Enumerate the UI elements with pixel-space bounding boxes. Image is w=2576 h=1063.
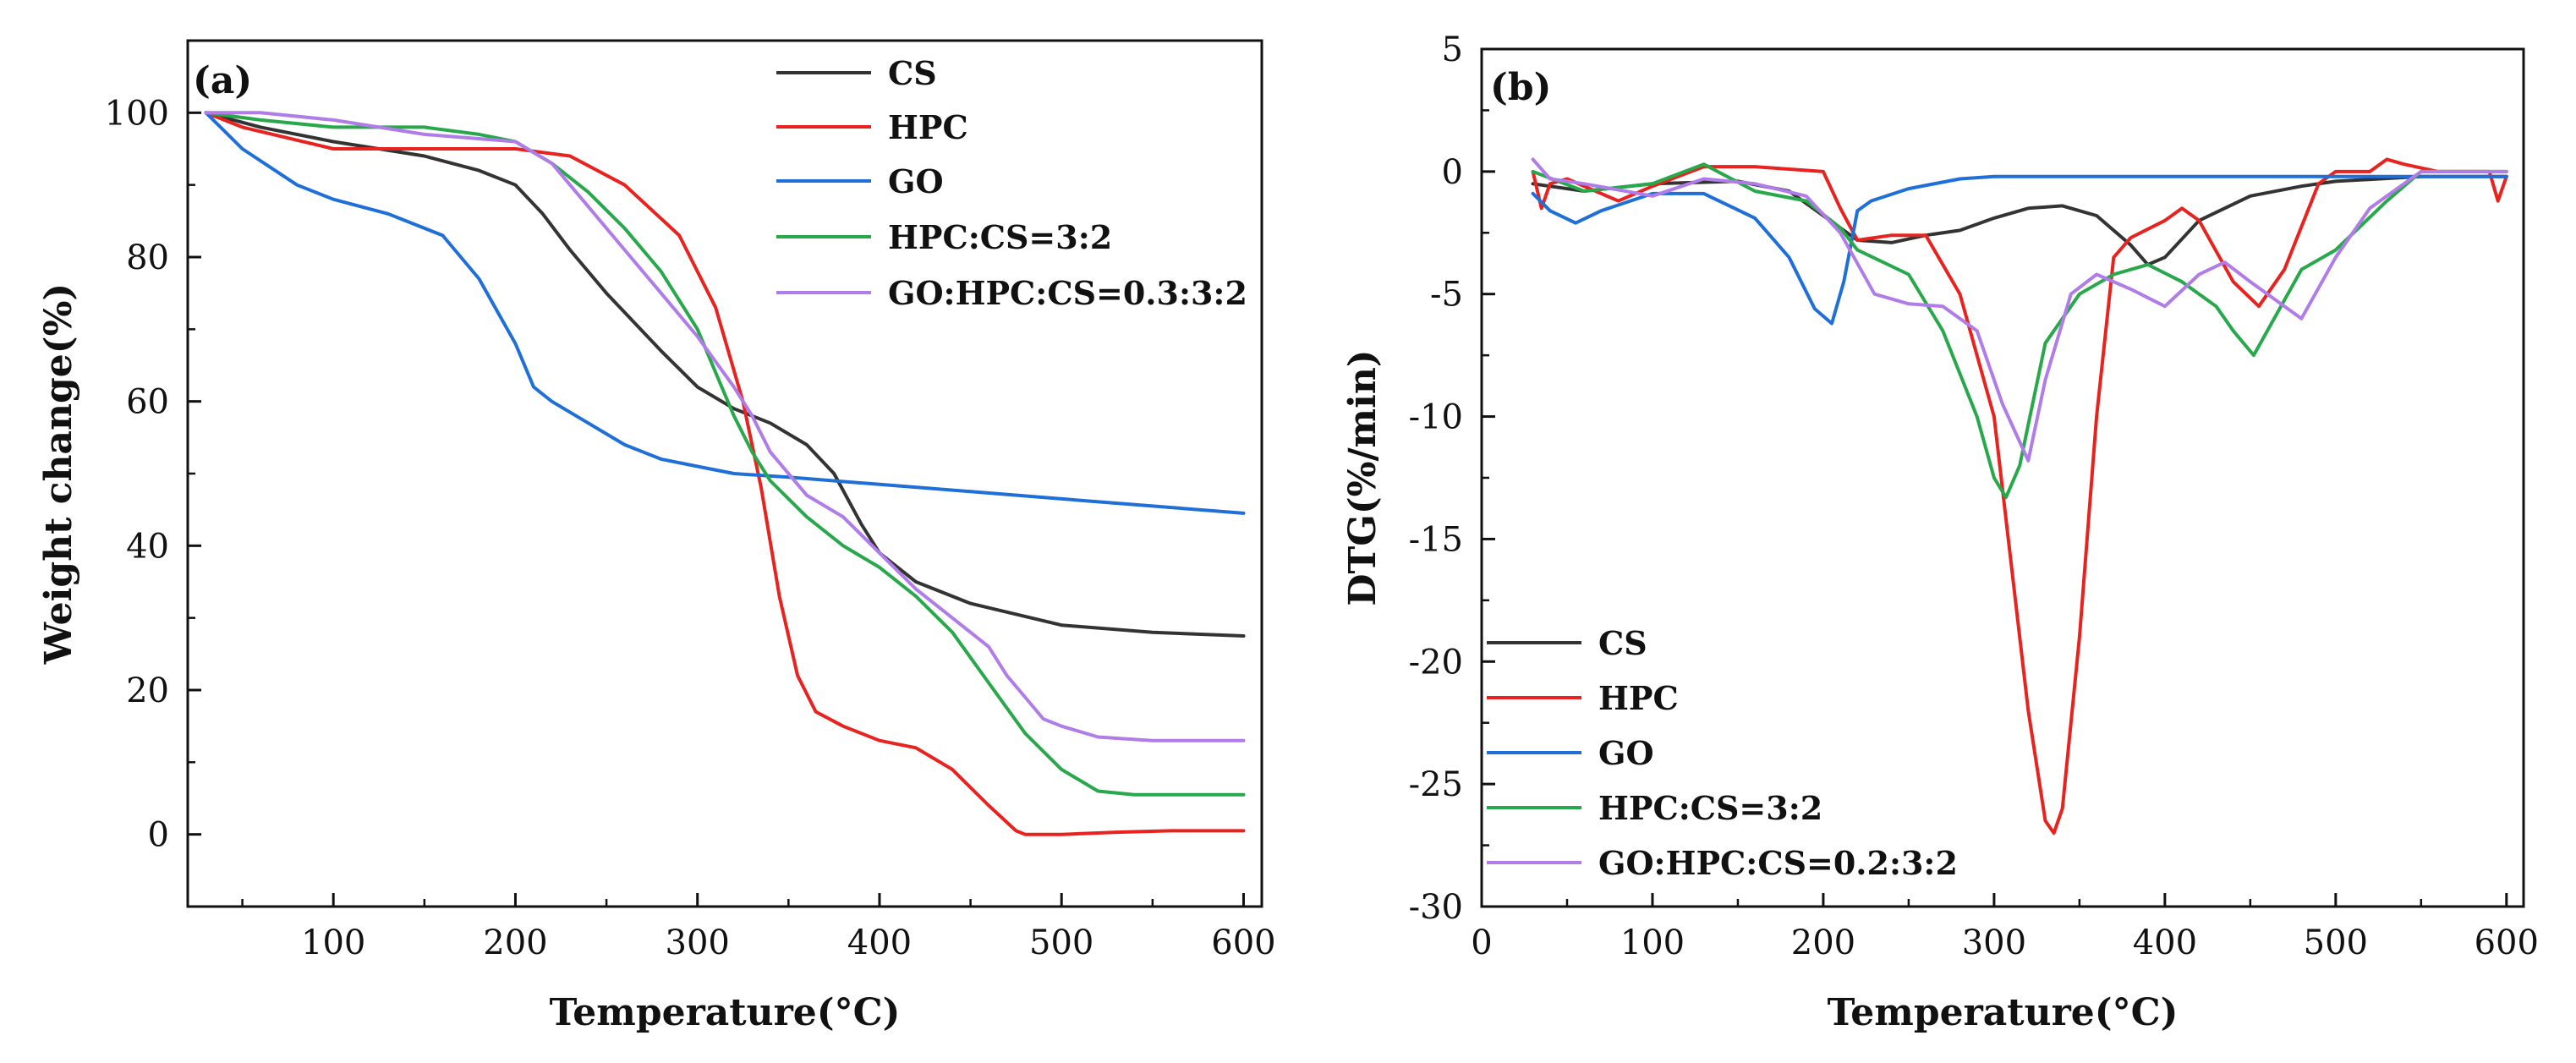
legend-a-label-hpc: HPC bbox=[888, 108, 968, 146]
panel-b: 0 100 200 300 400 500 600 5 0 -5 -10 -15 -20 -25 -30 (… bbox=[1341, 30, 2539, 1034]
panel-b-y-axis-title: DTG(%/min) bbox=[1341, 349, 1384, 605]
panel-b-x-tick-label: 600 bbox=[2475, 923, 2539, 962]
panel-b-series-go bbox=[1531, 174, 2508, 326]
panel-b-y-tick-label: 5 bbox=[1442, 30, 1463, 69]
legend-b-label-cs: CS bbox=[1598, 624, 1647, 662]
legend-b-label-hpc: HPC bbox=[1598, 679, 1679, 717]
panel-b-y-tick-label: -5 bbox=[1430, 276, 1463, 315]
legend-a-label-cs: CS bbox=[888, 54, 937, 92]
panel-a-y-tick-label: 60 bbox=[126, 383, 169, 422]
panel-b-y-tick-label: -20 bbox=[1409, 643, 1463, 682]
panel-a-plot-frame bbox=[186, 39, 1263, 908]
legend-b-label-hpc-cs: HPC:CS=3:2 bbox=[1598, 789, 1822, 827]
panel-a-x-tick-label: 500 bbox=[1029, 923, 1093, 962]
panel-a-y-axis-title: Weight change(%) bbox=[37, 283, 80, 665]
panel-a-series-hpc-cs-3-2 bbox=[204, 111, 1246, 797]
panel-b-x-tick-label: 400 bbox=[2133, 923, 2197, 962]
panel-a-x-tick-label: 100 bbox=[301, 923, 365, 962]
panel-b-x-tick-label: 300 bbox=[1962, 923, 2026, 962]
panel-b-series-go-hpc-cs-0-2-3-2 bbox=[1531, 157, 2508, 463]
panel-a-series-go bbox=[204, 111, 1246, 515]
panel-b-series-layer bbox=[1531, 157, 2508, 836]
panel-a-y-tick-label: 20 bbox=[126, 671, 169, 710]
panel-a-series-layer bbox=[204, 111, 1246, 836]
panel-b-series-hpc-cs-3-2 bbox=[1531, 162, 2508, 500]
panel-a: 100 200 300 400 500 600 0 20 40 60 80 100 (a) Tempe… bbox=[37, 39, 1276, 1034]
panel-b-legend: CS HPC GO HPC:CS=3:2 GO:HPC:CS=0.2:3:2 bbox=[1487, 624, 1958, 882]
panel-b-y-tick-label: -15 bbox=[1409, 520, 1463, 559]
panel-a-y-tick-label: 0 bbox=[148, 816, 169, 855]
panel-a-legend: CS HPC GO HPC:CS=3:2 GO:HPC:CS=0.3:3:2 bbox=[776, 54, 1247, 312]
panel-a-label: (a) bbox=[193, 59, 252, 102]
panel-b-x-tick-label: 500 bbox=[2304, 923, 2368, 962]
panel-a-x-tick-label: 400 bbox=[847, 923, 912, 962]
panel-a-y-tick-label: 40 bbox=[126, 527, 169, 566]
panel-b-label: (b) bbox=[1490, 66, 1551, 109]
panel-a-series-hpc bbox=[204, 111, 1246, 836]
legend-b-label-go-hpc-cs: GO:HPC:CS=0.2:3:2 bbox=[1598, 844, 1958, 882]
panel-a-ticks: 100 200 300 400 500 600 0 20 40 60 80 100 bbox=[105, 94, 1276, 962]
legend-a-label-go-hpc-cs: GO:HPC:CS=0.3:3:2 bbox=[888, 274, 1247, 312]
panel-b-y-tick-label: -30 bbox=[1409, 888, 1463, 927]
panel-a-x-axis-title: Temperature(°C) bbox=[550, 991, 901, 1034]
legend-a-label-hpc-cs: HPC:CS=3:2 bbox=[888, 218, 1112, 256]
panel-b-x-axis-title: Temperature(°C) bbox=[1828, 991, 2179, 1034]
panel-a-series-go-hpc-cs-0-3-3-2 bbox=[204, 111, 1246, 742]
panel-b-y-tick-label: 0 bbox=[1442, 153, 1463, 192]
panel-b-y-tick-label: -10 bbox=[1409, 398, 1463, 437]
panel-a-y-tick-label: 80 bbox=[126, 238, 169, 277]
panel-b-x-tick-label: 100 bbox=[1620, 923, 1685, 962]
legend-b-label-go: GO bbox=[1598, 734, 1654, 772]
panel-a-x-tick-label: 300 bbox=[666, 923, 730, 962]
panel-a-series-cs bbox=[204, 111, 1246, 638]
legend-a-label-go: GO bbox=[888, 162, 944, 200]
panel-b-series-hpc bbox=[1531, 157, 2508, 836]
panel-a-x-tick-label: 600 bbox=[1211, 923, 1275, 962]
panel-b-ticks: 0 100 200 300 400 500 600 5 0 -5 -10 -15 -20 -25 -30 bbox=[1409, 30, 2539, 962]
panel-b-x-tick-label: 0 bbox=[1471, 923, 1492, 962]
panel-b-y-tick-label: -25 bbox=[1409, 765, 1463, 804]
panel-b-x-tick-label: 200 bbox=[1791, 923, 1855, 962]
panel-a-y-tick-label: 100 bbox=[105, 94, 169, 133]
panel-a-x-tick-label: 200 bbox=[483, 923, 547, 962]
